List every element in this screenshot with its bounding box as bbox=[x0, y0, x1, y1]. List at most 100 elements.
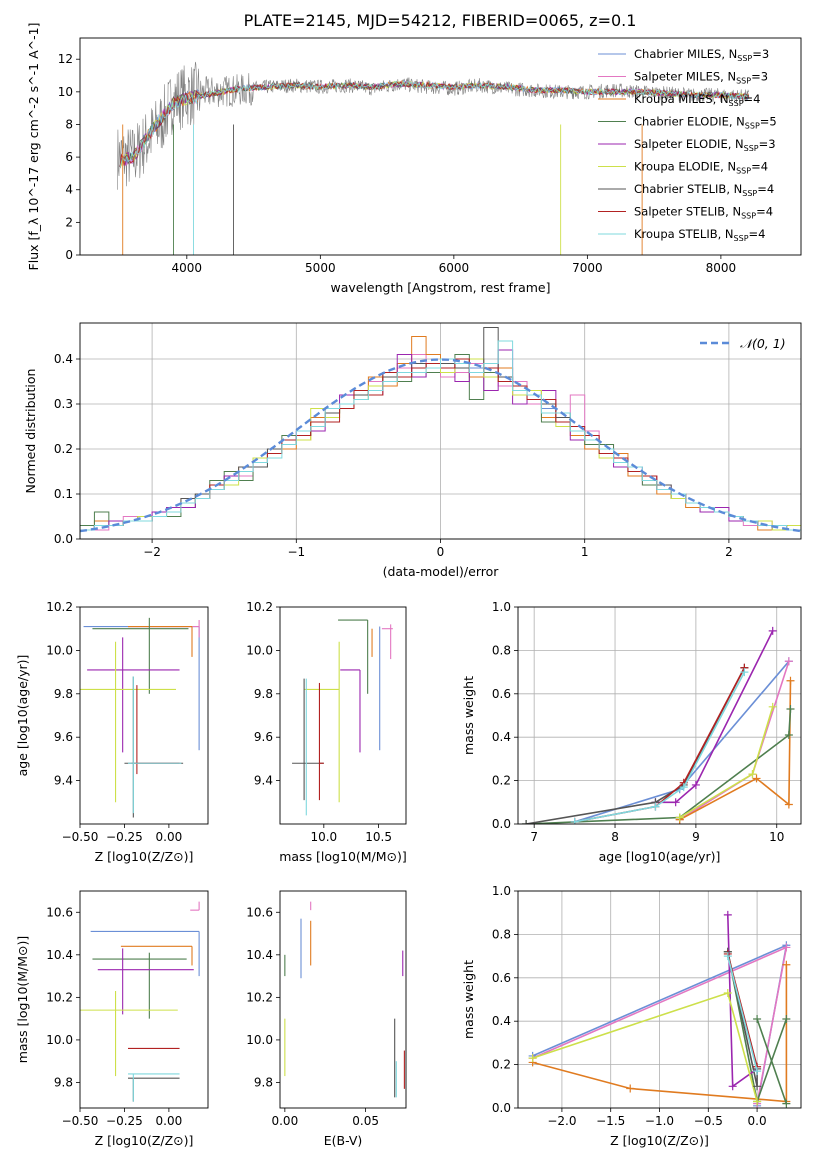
residuals-panel: −2 −1 0 1 2 0.0 0.1 0.2 0.3 0.4 (data-model)/error… bbox=[23, 322, 802, 579]
x-tick-label: 10.0 bbox=[310, 830, 337, 844]
y-tick-label: 2 bbox=[65, 215, 73, 229]
y-tick-label: 10.6 bbox=[46, 905, 73, 919]
x-tick-label: −0.5 bbox=[694, 1114, 723, 1128]
x-tick-label: 0.00 bbox=[156, 1114, 183, 1128]
x-tick-label: −1.5 bbox=[596, 1114, 625, 1128]
y-tick-label: 1.0 bbox=[492, 600, 511, 614]
axes-frame bbox=[279, 890, 407, 1109]
mass_vs_Z-panel: −0.50 −0.25 0.00 9.8 10.0 10.2 10.4 10.6 Z [log1… bbox=[15, 890, 209, 1148]
weight-marker-chab_elodie bbox=[753, 1015, 762, 1024]
weight-marker-kroupa_stelib bbox=[570, 817, 579, 824]
axes-frame bbox=[79, 606, 209, 825]
x-tick-label: 8 bbox=[611, 830, 619, 844]
legend-label: Chabrier STELIB, NSSP=4 bbox=[634, 182, 774, 198]
weight-marker-kroupa_stelib bbox=[753, 1067, 762, 1076]
weight_vs_Z-plot-area bbox=[528, 910, 791, 1108]
model-spectrum-kroupa_stelib bbox=[119, 80, 750, 168]
weight-marker-kroupa_elodie bbox=[768, 702, 777, 711]
y-axis-label: age [log10(age/yr)] bbox=[15, 655, 30, 777]
x-axis-label: age [log10(age/yr)] bbox=[599, 849, 721, 864]
spectrum-legend: Chabrier MILES, NSSP=3 Salpeter MILES, NS… bbox=[598, 47, 777, 243]
x-tick-label: −1 bbox=[287, 545, 305, 559]
y-tick-label: 12 bbox=[58, 52, 73, 66]
weight-marker-chab_stelib bbox=[753, 1082, 762, 1091]
x-axis-label: mass [log10(M/M⊙)] bbox=[279, 849, 407, 864]
mass_vs_ebv-panel: 0.00 0.05 9.8 10.0 10.2 10.4 10.6 E(B-V) bbox=[246, 890, 407, 1148]
legend-label: Chabrier ELODIE, NSSP=5 bbox=[634, 115, 777, 131]
weight-marker-kroupa_stelib bbox=[679, 783, 688, 792]
legend-label: Kroupa ELODIE, NSSP=4 bbox=[634, 160, 768, 176]
y-tick-label: 10.0 bbox=[246, 643, 273, 657]
axes-frame bbox=[517, 890, 802, 1109]
y-tick-label: 0 bbox=[65, 248, 73, 262]
x-tick-label: 7000 bbox=[572, 261, 603, 275]
x-tick-label: 9 bbox=[692, 830, 700, 844]
axes-frame bbox=[79, 37, 802, 256]
x-tick-label: 0.0 bbox=[748, 1114, 767, 1128]
y-tick-label: 9.8 bbox=[54, 687, 73, 701]
y-tick-label: 0.3 bbox=[54, 397, 73, 411]
y-tick-label: 9.6 bbox=[254, 730, 273, 744]
weight-marker-kroupa_miles bbox=[786, 676, 795, 685]
x-axis-label: wavelength [Angstrom, rest frame] bbox=[330, 280, 550, 295]
mass_vs_Z-plot-area bbox=[80, 901, 200, 1102]
x-axis-label: E(B-V) bbox=[324, 1133, 363, 1148]
y-tick-label: 10.6 bbox=[246, 905, 273, 919]
y-tick-label: 0.4 bbox=[492, 730, 511, 744]
y-tick-label: 10 bbox=[58, 85, 73, 99]
x-tick-label: −2 bbox=[143, 545, 161, 559]
legend-label: Salpeter MILES, NSSP=3 bbox=[634, 70, 768, 86]
y-tick-label: 10.2 bbox=[246, 990, 273, 1004]
y-axis-label: Normed distribution bbox=[23, 369, 38, 494]
axes-frame bbox=[279, 606, 407, 825]
figure-title: PLATE=2145, MJD=54212, FIBERID=0065, z=0… bbox=[243, 11, 637, 30]
weight-marker-kroupa_elodie bbox=[748, 770, 757, 779]
x-tick-label: 6000 bbox=[439, 261, 470, 275]
x-tick-label: −2.0 bbox=[547, 1114, 576, 1128]
x-axis-label: Z [log10(Z/Z⊙)] bbox=[95, 1133, 194, 1148]
weight-marker-chab_elodie bbox=[782, 1099, 791, 1108]
y-tick-label: 10.2 bbox=[46, 600, 73, 614]
weight-marker-salp_elodie bbox=[728, 1082, 737, 1091]
weight-marker-chab_elodie bbox=[784, 731, 793, 740]
weight-line-chab_elodie bbox=[526, 708, 792, 824]
y-axis-label: mass weight bbox=[461, 676, 476, 755]
weight-line-kroupa_miles bbox=[679, 680, 792, 821]
legend-label: Salpeter STELIB, NSSP=4 bbox=[634, 205, 773, 221]
y-tick-label: 0.6 bbox=[492, 971, 511, 985]
x-tick-label: 10.5 bbox=[365, 830, 392, 844]
y-axis-label: mass [log10(M/M⊙)] bbox=[15, 936, 30, 1064]
weight-marker-salp_elodie bbox=[691, 780, 700, 789]
y-tick-label: 0.0 bbox=[492, 1101, 511, 1115]
x-tick-label: 1 bbox=[581, 545, 589, 559]
x-tick-label: 7 bbox=[530, 830, 538, 844]
x-tick-label: 0.05 bbox=[352, 1114, 379, 1128]
histogram-kroupa_stelib bbox=[80, 340, 801, 539]
x-tick-label: 5000 bbox=[305, 261, 336, 275]
weight-marker-kroupa_stelib bbox=[740, 668, 749, 677]
y-tick-label: 9.6 bbox=[54, 730, 73, 744]
weight-line-kroupa_miles bbox=[532, 964, 788, 1103]
weight-marker-kroupa_miles bbox=[784, 800, 793, 809]
x-tick-label: 10 bbox=[769, 830, 784, 844]
weight-line-kroupa_stelib bbox=[727, 955, 758, 1072]
y-tick-label: 4 bbox=[65, 183, 73, 197]
y-tick-label: 0.6 bbox=[492, 687, 511, 701]
x-axis-label: Z [log10(Z/Z⊙)] bbox=[610, 1133, 709, 1148]
weight-marker-kroupa_miles bbox=[782, 960, 791, 969]
weight-line-salp_elodie bbox=[727, 914, 758, 1088]
weight-marker-chab_elodie bbox=[786, 704, 795, 713]
y-tick-label: 10.4 bbox=[46, 948, 73, 962]
y-tick-label: 0.2 bbox=[54, 442, 73, 456]
y-tick-label: 10.0 bbox=[46, 643, 73, 657]
x-tick-label: −0.25 bbox=[106, 830, 143, 844]
weight-marker-chab_stelib bbox=[522, 820, 531, 824]
y-tick-label: 0.4 bbox=[492, 1014, 511, 1028]
x-tick-label: 0 bbox=[437, 545, 445, 559]
weight-marker-kroupa_stelib bbox=[723, 952, 732, 961]
y-tick-label: 9.4 bbox=[54, 774, 73, 788]
weight-marker-salp_miles bbox=[784, 657, 793, 666]
y-tick-label: 0.8 bbox=[492, 927, 511, 941]
y-tick-label: 10.4 bbox=[246, 948, 273, 962]
y-tick-label: 9.8 bbox=[254, 1075, 273, 1089]
